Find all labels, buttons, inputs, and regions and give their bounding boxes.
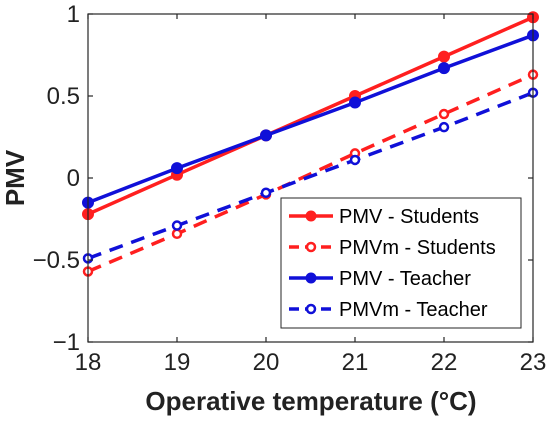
series-line bbox=[87, 33, 534, 205]
data-point bbox=[438, 50, 450, 63]
data-point bbox=[171, 228, 183, 240]
data-point bbox=[349, 154, 361, 166]
legend-marker bbox=[305, 272, 317, 284]
y-axis-title: PMV bbox=[0, 149, 30, 206]
legend-entry: PMVm - Students bbox=[289, 237, 496, 259]
x-tick-label: 22 bbox=[431, 349, 458, 376]
series-2 bbox=[82, 29, 539, 209]
data-point bbox=[260, 187, 272, 199]
data-point bbox=[349, 96, 361, 109]
x-axis-title: Operative temperature (°C) bbox=[145, 386, 476, 416]
x-tick-label: 21 bbox=[342, 349, 369, 376]
x-tick-label: 23 bbox=[520, 349, 547, 376]
legend-marker bbox=[305, 241, 317, 253]
data-point bbox=[438, 108, 450, 120]
legend: PMV - Students PMVm - Students PMV - Teach… bbox=[280, 197, 522, 329]
legend-entry: PMV - Students bbox=[289, 206, 479, 228]
data-point bbox=[260, 129, 272, 142]
legend-entry: PMV - Teacher bbox=[289, 268, 471, 290]
series-line bbox=[87, 91, 534, 261]
y-tick-label: 0.5 bbox=[47, 83, 80, 110]
y-tick-label: −0.5 bbox=[33, 247, 80, 274]
data-point bbox=[171, 162, 183, 175]
axes-layer: 18 19 20 21 22 23 −1 −0.5 0 0.5 1 bbox=[33, 1, 547, 376]
x-tick-label: 20 bbox=[253, 349, 280, 376]
y-tick-label: 0 bbox=[67, 165, 80, 192]
x-tick-label: 19 bbox=[164, 349, 191, 376]
data-point bbox=[438, 62, 450, 75]
series-line bbox=[87, 73, 534, 274]
y-tick-label: 1 bbox=[67, 1, 80, 28]
legend-label: PMV - Teacher bbox=[339, 268, 471, 290]
legend-marker bbox=[305, 303, 317, 315]
x-tick-label: 18 bbox=[75, 349, 102, 376]
series-3 bbox=[82, 87, 539, 264]
legend-entry: PMVm - Teacher bbox=[289, 299, 488, 321]
legend-label: PMVm - Students bbox=[339, 237, 496, 259]
y-tick-label: −1 bbox=[53, 329, 80, 356]
legend-box bbox=[280, 197, 522, 329]
legend-label: PMV - Students bbox=[339, 206, 479, 228]
legend-label: PMVm - Teacher bbox=[339, 299, 488, 321]
legend-marker bbox=[305, 210, 317, 222]
data-point bbox=[171, 220, 183, 231]
series-line bbox=[87, 15, 534, 216]
data-point bbox=[438, 121, 450, 133]
